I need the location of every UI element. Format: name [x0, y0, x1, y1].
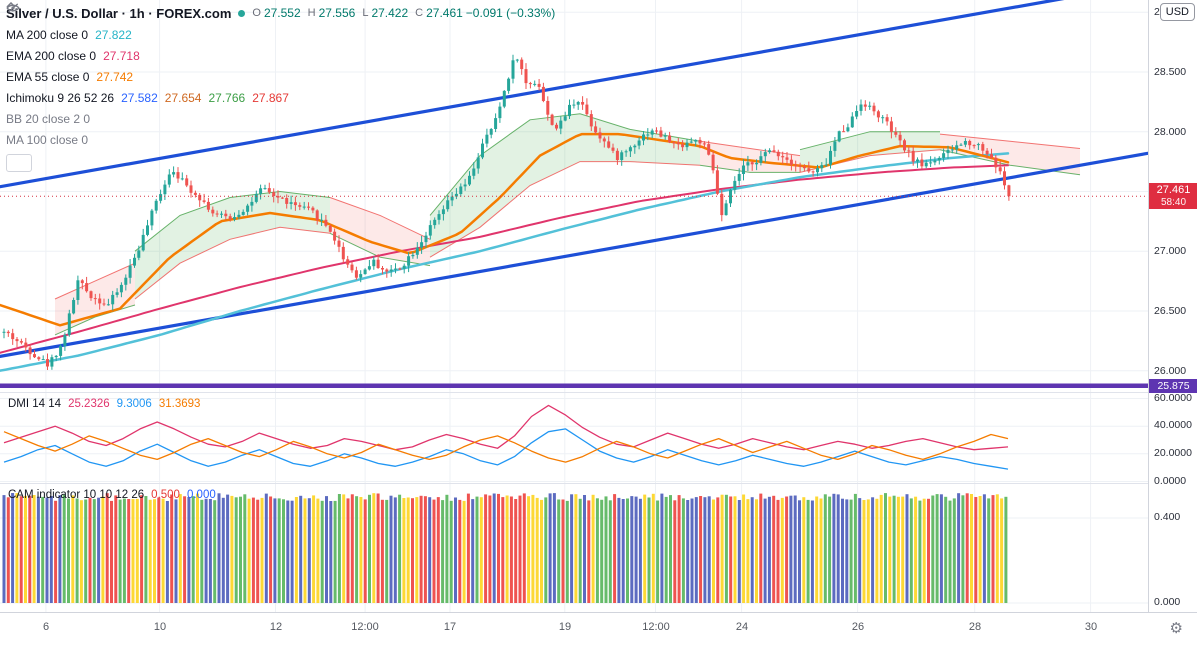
indicator-legend-row-4[interactable]: BB 20 close 2 0 [6, 3, 555, 129]
cam-axis-label: 0.400 [1154, 511, 1181, 523]
main-chart-canvas[interactable] [0, 0, 1148, 392]
market-status-dot [238, 9, 246, 17]
indicator-legend-row-0[interactable]: MA 200 close 0 27.822 [6, 24, 555, 45]
time-axis-label: 26 [851, 621, 865, 633]
dmi-axis-label: 60.0000 [1154, 392, 1192, 404]
currency-unit-button[interactable]: USD [1159, 3, 1195, 21]
indicator-value: 0.000 [186, 489, 216, 501]
indicator-value: 27.766 [208, 90, 246, 105]
indicator-legend-row-3[interactable]: Ichimoku 9 26 52 26 27.582 27.654 27.766 27.… [6, 87, 555, 108]
time-axis-label: 10 [153, 621, 167, 633]
ohlc-key: H [307, 7, 316, 19]
indicator-legend-row-1[interactable]: EMA 200 close 0 27.718 [6, 45, 555, 66]
price-axis-label: 26.500 [1154, 305, 1187, 317]
indicator-legend-list: MA 200 close 0 27.822 EMA 200 close 0 27.71… [6, 3, 555, 150]
ohlc-values: O 27.552 H 27.556 L 27.422 C 27.461 −0.091 (−0.3… [252, 6, 555, 20]
dmi-axis-label: 0.0000 [1154, 475, 1187, 487]
indicator-label: DMI 14 14 [8, 398, 62, 410]
current-price-badge: 27.461 58:40 [1149, 183, 1197, 209]
price-axis[interactable]: USD 29.00028.50028.00027.50027.00026.500… [1148, 0, 1197, 612]
price-axis-label: 28.500 [1154, 66, 1187, 78]
dmi-chart-canvas[interactable] [0, 393, 1148, 483]
cam-indicator-pane[interactable]: CAM indicator 10 10 12 26 0.500 0.000 [0, 483, 1148, 613]
indicator-value: 9.3006 [116, 398, 152, 410]
ohlc-key: L [362, 7, 369, 19]
ohlc-key: O [252, 7, 261, 19]
cam-legend-row[interactable]: CAM indicator 10 10 12 26 0.500 0.000 [8, 485, 216, 506]
time-axis-label: 6 [42, 621, 50, 633]
indicator-label: CAM indicator 10 10 12 26 [8, 489, 145, 501]
dmi-legend[interactable]: DMI 14 14 25.2326 9.3006 31.3693 [8, 396, 200, 412]
bar-countdown: 58:40 [1160, 197, 1187, 208]
cam-axis-label: 0.000 [1154, 596, 1181, 608]
collapse-legend-button[interactable] [6, 2, 32, 172]
cam-legend[interactable]: CAM indicator 10 10 12 26 0.500 0.000 [8, 487, 216, 503]
chevron-up-icon [6, 2, 16, 8]
indicator-label: Ichimoku 9 26 52 26 [6, 90, 115, 105]
ohlc-key: C [415, 7, 424, 19]
indicator-value: 0.500 [151, 489, 180, 501]
dmi-legend-row[interactable]: DMI 14 14 25.2326 9.3006 31.3693 [8, 394, 200, 415]
indicator-value: 27.582 [121, 90, 158, 105]
time-axis-label: 12:00 [351, 621, 379, 633]
price-axis-label: 28.000 [1154, 126, 1187, 138]
dmi-indicator-pane[interactable]: DMI 14 14 25.2326 9.3006 31.3693 [0, 392, 1148, 484]
indicator-legend-row-5[interactable]: MA 100 close 0 [6, 3, 555, 150]
time-axis-label: 28 [968, 621, 982, 633]
ohlc-value: 27.552 [263, 6, 301, 20]
time-axis-label: 12:00 [642, 621, 670, 633]
indicator-label: MA 100 close 0 [6, 132, 89, 147]
indicator-label: EMA 55 close 0 [6, 69, 90, 84]
dmi-axis-label: 40.0000 [1154, 419, 1192, 431]
settings-gear-icon[interactable]: ⚙ [1169, 620, 1183, 637]
price-axis-label: 26.000 [1154, 365, 1187, 377]
indicator-legend-row-2[interactable]: EMA 55 close 0 27.742 [6, 66, 555, 87]
current-price-badge-value: 27.461 [1156, 184, 1191, 196]
symbol-title: Silver / U.S. Dollar · 1h · FOREX.com [6, 5, 232, 21]
time-axis-label: 19 [558, 621, 572, 633]
indicator-value: 31.3693 [158, 398, 201, 410]
time-axis-label: 24 [735, 621, 749, 633]
indicator-value: 27.718 [103, 48, 140, 63]
indicator-value: 27.742 [96, 69, 134, 84]
indicator-value: 25.2326 [68, 398, 110, 410]
cam-chart-canvas[interactable] [0, 484, 1148, 612]
indicator-value: 27.654 [164, 90, 202, 105]
indicator-label: BB 20 close 2 0 [6, 111, 91, 126]
ohlc-value: −0.091 (−0.33%) [465, 6, 556, 20]
indicator-value: 27.822 [95, 27, 132, 42]
indicator-label: MA 200 close 0 [6, 27, 89, 42]
time-axis-label: 30 [1084, 621, 1098, 633]
ohlc-value: 27.556 [318, 6, 356, 20]
indicator-value: 27.867 [252, 90, 289, 105]
indicator-label: EMA 200 close 0 [6, 48, 97, 63]
price-axis-label: 27.000 [1154, 245, 1187, 257]
ohlc-value: 27.422 [371, 6, 409, 20]
time-axis-label: 12 [269, 621, 283, 633]
time-axis[interactable]: ⚙ 6 10 12 12:00 17 19 12:00 24 26 28 30 [0, 612, 1197, 645]
support-level-badge: 25.875 [1149, 379, 1197, 393]
ohlc-value: 27.461 [426, 6, 463, 20]
dmi-axis-label: 20.0000 [1154, 447, 1192, 459]
time-axis-label: 17 [443, 621, 457, 633]
